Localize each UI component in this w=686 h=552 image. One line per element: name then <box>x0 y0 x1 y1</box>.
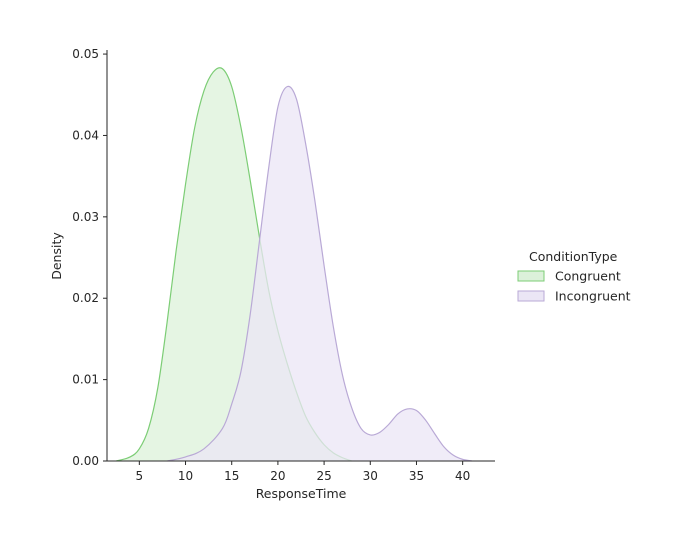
legend-label-congruent: Congruent <box>555 269 621 284</box>
x-tick-label: 5 <box>136 469 144 483</box>
x-tick-label: 35 <box>409 469 424 483</box>
y-tick-label: 0.02 <box>72 291 99 305</box>
legend-swatch-congruent <box>517 270 545 282</box>
x-tick-label: 15 <box>224 469 239 483</box>
density-line-incongruent <box>166 85 473 462</box>
x-tick-label: 40 <box>455 469 470 483</box>
x-tick-label: 30 <box>363 469 378 483</box>
y-axis-title: Density <box>49 232 64 280</box>
legend-title: ConditionType <box>529 249 618 264</box>
density-area-incongruent <box>167 86 472 462</box>
x-tick-label: 10 <box>178 469 193 483</box>
density-area-congruent <box>116 67 352 462</box>
legend: ConditionType Congruent Incongruent <box>517 249 631 304</box>
y-tick-label: 0.01 <box>72 373 99 387</box>
x-tick-label: 25 <box>316 469 331 483</box>
axes: 5 10 15 20 25 30 35 40 0.00 0.01 0.02 0.03 0.04 0.05 <box>72 47 495 483</box>
legend-label-incongruent: Incongruent <box>555 289 631 304</box>
x-tick-label: 20 <box>270 469 285 483</box>
legend-swatch-incongruent <box>517 290 545 302</box>
x-axis-title: ResponseTime <box>256 486 347 501</box>
y-tick-label: 0.03 <box>72 210 99 224</box>
y-tick-label: 0.04 <box>72 128 99 142</box>
y-tick-label: 0.05 <box>72 47 99 61</box>
plot-area <box>116 67 473 462</box>
y-tick-label: 0.00 <box>72 454 99 468</box>
